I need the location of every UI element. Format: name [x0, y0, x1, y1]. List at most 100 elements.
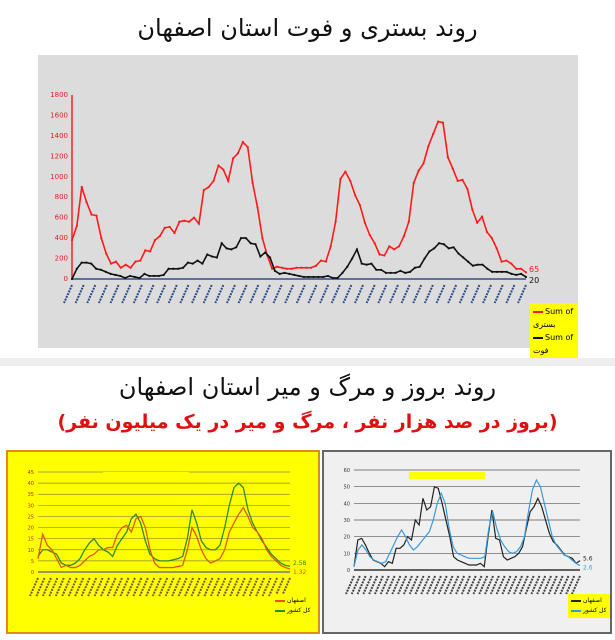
data-point — [378, 253, 381, 256]
x-tick-label-mark — [54, 577, 65, 597]
data-point — [75, 267, 78, 270]
x-tick-label-mark — [542, 575, 552, 595]
data-point — [124, 263, 127, 266]
data-point — [207, 185, 210, 189]
x-tick-label-mark — [86, 284, 97, 304]
data-point — [437, 242, 441, 245]
data-point — [129, 266, 132, 269]
y-tick-label: 10 — [28, 548, 34, 554]
data-point — [404, 271, 407, 274]
data-point — [157, 274, 161, 278]
y-tick-label: 20 — [28, 526, 34, 532]
x-tick-label-mark — [420, 575, 431, 595]
x-tick-label-mark — [495, 575, 506, 595]
y-tick-label: 0 — [347, 568, 350, 574]
data-point — [397, 245, 401, 248]
data-point — [368, 233, 371, 237]
data-point — [225, 247, 228, 250]
x-tick-label-mark — [80, 577, 91, 597]
data-point — [393, 248, 396, 251]
data-point — [210, 255, 214, 258]
y-tick-label: 0 — [64, 275, 68, 283]
data-point — [290, 267, 293, 270]
section-title: روند بروز و مرگ و میر استان اصفهان — [118, 373, 497, 401]
x-tick-label-mark — [274, 577, 285, 597]
x-tick-label-mark — [67, 577, 78, 597]
data-point — [476, 221, 479, 224]
data-point — [515, 273, 518, 277]
data-point — [172, 267, 175, 270]
x-tick-label-mark — [190, 577, 201, 597]
y-tick-label: 400 — [55, 234, 68, 242]
data-point — [466, 260, 470, 263]
x-tick-label-mark — [203, 577, 214, 597]
x-tick-label-mark — [536, 575, 547, 595]
x-tick-label-mark — [93, 577, 104, 597]
data-point — [310, 266, 313, 269]
data-point — [312, 275, 315, 279]
x-tick-label-mark — [505, 284, 516, 304]
legend-label: اصفهان — [287, 597, 306, 604]
x-tick-label-mark — [35, 577, 46, 597]
end-value-label: 20 — [529, 276, 539, 285]
x-tick-label-mark — [119, 577, 130, 597]
data-point — [524, 275, 528, 279]
x-tick-label-mark — [447, 284, 458, 304]
y-tick-label: 40 — [344, 501, 350, 507]
data-point — [222, 168, 225, 171]
y-tick-label: 30 — [344, 518, 350, 524]
data-point — [490, 237, 493, 240]
x-tick-label-mark — [63, 284, 73, 304]
data-point — [149, 250, 152, 253]
y-tick-label: 1200 — [50, 152, 68, 160]
x-tick-label-mark — [144, 284, 155, 304]
x-tick-label-mark — [389, 284, 399, 304]
mortality-chart: 0 10 20 30 40 50 60 5.6 2.6 اصفهان کل کشور — [322, 450, 612, 634]
x-tick-label-mark — [517, 284, 527, 304]
x-tick-label-mark — [489, 575, 500, 595]
data-point — [197, 222, 201, 225]
page-title: روند بستری و فوت استان اصفهان — [137, 14, 478, 42]
data-point — [249, 242, 252, 245]
x-tick-label-mark — [345, 575, 355, 595]
y-tick-label: 15 — [28, 537, 34, 543]
x-tick-label-mark — [100, 577, 110, 597]
x-tick-label-mark — [109, 284, 120, 304]
data-point — [297, 274, 301, 278]
y-tick-label: 200 — [55, 255, 68, 263]
x-tick-label-mark — [113, 577, 123, 597]
x-tick-label-mark — [565, 575, 576, 595]
x-tick-label-mark — [547, 575, 558, 595]
divider — [0, 358, 615, 366]
data-point — [217, 164, 220, 167]
data-point — [201, 262, 204, 265]
data-point — [495, 270, 499, 273]
data-point — [163, 226, 166, 229]
x-tick-label-mark — [98, 284, 108, 304]
data-point — [90, 213, 93, 216]
data-point — [349, 179, 352, 182]
data-point — [143, 272, 146, 275]
legend-item: اصفهان — [571, 596, 607, 606]
y-tick-label: 5 — [31, 559, 34, 565]
x-tick-label-mark — [455, 575, 466, 595]
data-point — [138, 276, 141, 280]
x-tick-label-mark — [350, 575, 361, 595]
data-point — [441, 121, 445, 124]
x-tick-label-mark — [48, 577, 59, 597]
data-point — [153, 274, 156, 278]
x-tick-label-mark — [478, 575, 489, 595]
data-point — [329, 245, 332, 248]
x-tick-label-mark — [449, 575, 460, 595]
data-point — [280, 266, 284, 269]
x-tick-label-mark — [164, 577, 175, 597]
legend-item: کل کشور — [571, 606, 607, 616]
data-point — [339, 177, 342, 180]
data-point — [399, 269, 402, 272]
data-point — [186, 261, 190, 264]
data-point — [510, 272, 513, 275]
y-tick-label: 600 — [55, 214, 68, 222]
data-point — [139, 259, 142, 262]
data-point — [505, 259, 508, 262]
data-point — [231, 157, 235, 160]
